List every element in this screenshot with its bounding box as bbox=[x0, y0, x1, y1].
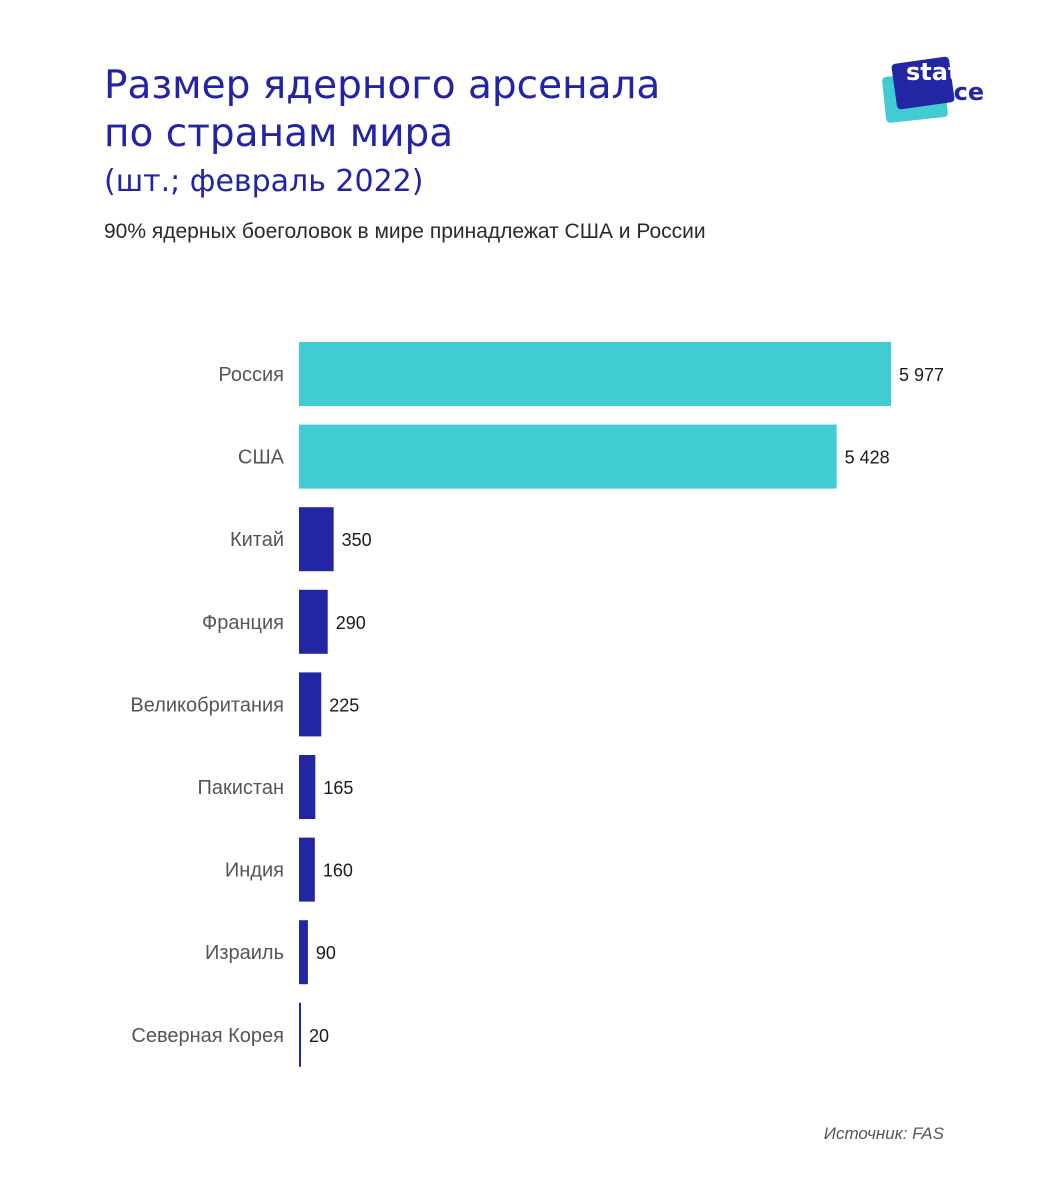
value-label: 225 bbox=[329, 695, 359, 715]
category-label: Израиль bbox=[205, 942, 284, 964]
value-label: 165 bbox=[323, 778, 353, 798]
bar-4 bbox=[299, 589, 328, 654]
logo-word-space: space bbox=[906, 78, 985, 106]
value-label: 5 977 bbox=[899, 365, 944, 385]
title-line-3: (шт.; февраль 2022) bbox=[104, 164, 424, 199]
value-label: 290 bbox=[336, 613, 366, 633]
category-label: Северная Корея bbox=[131, 1025, 284, 1047]
bar-8 bbox=[299, 920, 308, 985]
chart-subtitle: 90% ядерных боеголовок в мире принадлежа… bbox=[104, 220, 706, 243]
bar-chart: Россия 5 977 США 5 428 Китай 350 Франция 290 Вел… bbox=[130, 342, 944, 1067]
bar-7 bbox=[299, 837, 315, 902]
source-note: Источник: FAS bbox=[823, 1124, 944, 1143]
value-label: 160 bbox=[323, 861, 353, 881]
title-line-1: Размер ядерного арсенала bbox=[104, 63, 661, 108]
category-label: Китай bbox=[230, 529, 284, 551]
bar-3 bbox=[299, 507, 334, 572]
chart-title: Размер ядерного арсенала по странам мира… bbox=[104, 62, 804, 204]
value-label: 5 428 bbox=[845, 448, 890, 468]
category-label: Пакистан bbox=[197, 777, 284, 799]
bar-1 bbox=[299, 342, 891, 406]
category-label: Франция bbox=[202, 612, 284, 634]
logo-text: stat space bbox=[906, 58, 985, 106]
logo-word-stat: stat bbox=[906, 58, 960, 86]
category-label: США bbox=[238, 447, 285, 469]
statspace-logo: stat space bbox=[880, 56, 1000, 128]
category-label: Индия bbox=[225, 860, 284, 882]
title-line-2: по странам мира bbox=[104, 111, 454, 156]
bar-6 bbox=[299, 755, 316, 819]
value-label: 20 bbox=[309, 1026, 329, 1046]
value-label: 90 bbox=[316, 943, 336, 963]
bar-9 bbox=[299, 1002, 301, 1067]
category-label: Россия bbox=[218, 364, 284, 386]
value-label: 350 bbox=[342, 530, 372, 550]
bar-2 bbox=[299, 424, 837, 489]
category-label: Великобритания bbox=[130, 694, 284, 716]
bar-5 bbox=[299, 672, 322, 737]
